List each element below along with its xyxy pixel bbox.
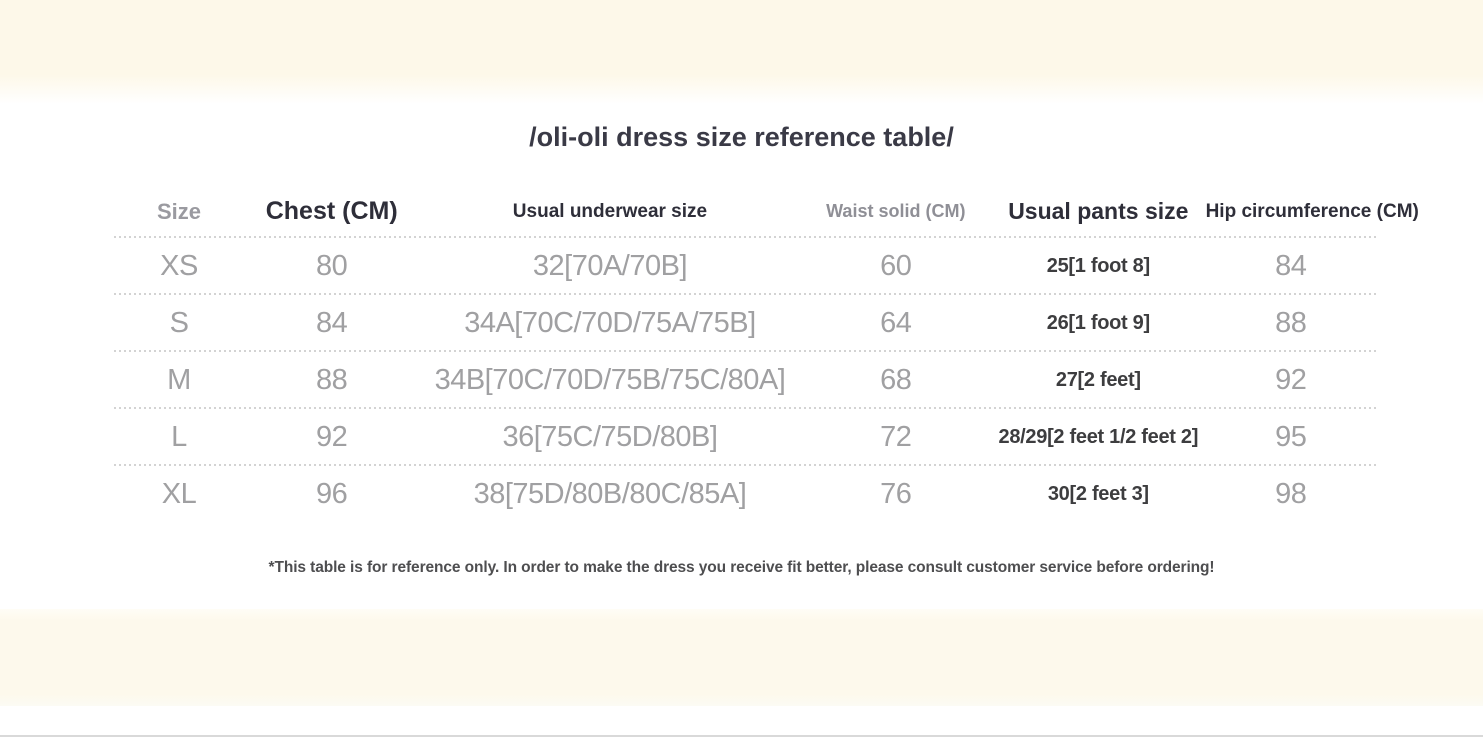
cell-waist: 68: [880, 364, 912, 396]
cell-size: XL: [161, 478, 197, 510]
column-header-chest: Chest (CM): [265, 197, 398, 225]
table-row-s: S 84 34A[70C/70D/75A/75B] 64 26[1 foot 9…: [114, 295, 1376, 352]
cell-waist: 76: [880, 478, 912, 510]
cell-pants: 25[1 foot 8]: [1046, 255, 1150, 277]
cell-size: XS: [160, 250, 198, 282]
column-header-waist: Waist solid (CM): [826, 201, 966, 221]
column-header-pants: Usual pants size: [1008, 198, 1189, 224]
cell-underwear: 34B[70C/70D/75B/75C/80A]: [434, 364, 786, 396]
cell-pants: 30[2 feet 3]: [1047, 483, 1149, 505]
cell-underwear: 38[75D/80B/80C/85A]: [473, 478, 747, 510]
main-content: /oli-oli dress size reference table/ Siz…: [0, 104, 1483, 577]
table-row-xs: XS 80 32[70A/70B] 60 25[1 foot 8] 84: [114, 238, 1376, 295]
size-table: Size Chest (CM) Usual underwear size Wai…: [114, 185, 1419, 523]
cell-pants: 26[1 foot 9]: [1046, 312, 1150, 334]
column-header-underwear: Usual underwear size: [512, 200, 708, 222]
cell-underwear: 34A[70C/70D/75A/75B]: [464, 307, 756, 339]
reference-footnote: *This table is for reference only. In or…: [268, 559, 1215, 576]
cell-chest: 88: [316, 364, 348, 396]
table-header-row: Size Chest (CM) Usual underwear size Wai…: [114, 185, 1419, 238]
table-row-m: M 88 34B[70C/70D/75B/75C/80A] 68 27[2 fe…: [114, 352, 1376, 409]
cell-chest: 96: [316, 478, 348, 510]
cell-pants: 27[2 feet]: [1055, 369, 1141, 391]
table-row-xl: XL 96 38[75D/80B/80C/85A] 76 30[2 feet 3…: [114, 466, 1376, 523]
cell-hip: 98: [1275, 478, 1307, 510]
cell-hip: 84: [1275, 250, 1307, 282]
cell-chest: 92: [316, 421, 348, 453]
cell-chest: 84: [316, 307, 348, 339]
cell-size: M: [167, 364, 191, 396]
cell-pants: 28/29[2 feet 1/2 feet 2]: [998, 426, 1199, 448]
cell-waist: 72: [880, 421, 912, 453]
cell-underwear: 36[75C/75D/80B]: [502, 421, 718, 453]
bottom-cream-band: [0, 609, 1483, 706]
cell-size: S: [169, 307, 189, 339]
cell-waist: 64: [880, 307, 912, 339]
cell-hip: 88: [1275, 307, 1307, 339]
cell-waist: 60: [880, 250, 912, 282]
bottom-divider-line: [0, 735, 1483, 737]
table-row-l: L 92 36[75C/75D/80B] 72 28/29[2 feet 1/2…: [114, 409, 1376, 466]
column-header-size: Size: [156, 198, 201, 224]
cell-chest: 80: [316, 250, 348, 282]
top-cream-band: [0, 0, 1483, 104]
page-title: /oli-oli dress size reference table/: [529, 122, 954, 152]
cell-hip: 95: [1275, 421, 1307, 453]
cell-underwear: 32[70A/70B]: [532, 250, 688, 282]
cell-size: L: [171, 421, 187, 453]
cell-hip: 92: [1275, 364, 1307, 396]
column-header-hip: Hip circumference (CM): [1205, 200, 1419, 222]
